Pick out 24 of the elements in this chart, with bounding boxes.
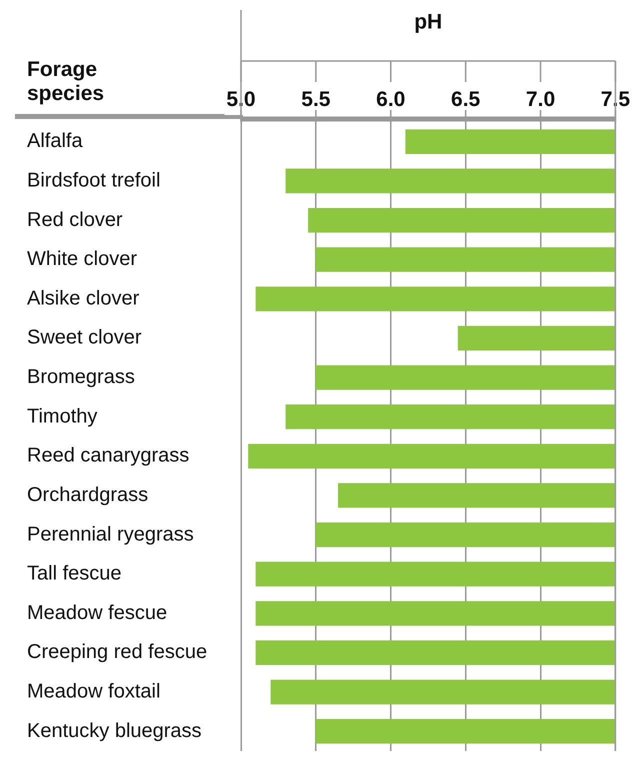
y-tick-label: Creeping red fescue xyxy=(27,641,208,664)
y-tick-label: Kentucky bluegrass xyxy=(27,720,202,742)
y-tick-label: Alsike clover xyxy=(27,287,140,310)
y-axis-title: Forage species xyxy=(27,58,104,105)
y-tick-label: Sweet clover xyxy=(27,326,142,349)
x-axis-title: pH xyxy=(414,10,442,34)
x-tick-label: 7.0 xyxy=(526,88,556,112)
x-tick-label: 5.0 xyxy=(226,88,256,112)
y-tick-label: White clover xyxy=(27,248,138,270)
x-tick-label: 6.5 xyxy=(451,88,481,112)
y-tick-label: Timothy xyxy=(27,405,98,428)
y-tick-label: Bromegrass xyxy=(27,366,135,388)
y-tick-label: Meadow fescue xyxy=(27,602,168,624)
y-tick-label: Tall fescue xyxy=(27,562,122,585)
x-tick-label: 7.5 xyxy=(600,88,630,112)
x-tick-label: 5.5 xyxy=(301,88,331,112)
y-tick-label: Perennial ryegrass xyxy=(27,523,194,546)
y-tick-label: Alfalfa xyxy=(27,130,84,152)
y-tick-label: Orchardgrass xyxy=(27,484,148,506)
x-tick-label: 6.0 xyxy=(376,88,406,112)
y-tick-label: Meadow foxtail xyxy=(27,680,160,703)
y-tick-label: Reed canarygrass xyxy=(27,444,190,467)
y-tick-label: Birdsfoot trefoil xyxy=(27,169,160,192)
y-tick-label: Red clover xyxy=(27,208,123,231)
